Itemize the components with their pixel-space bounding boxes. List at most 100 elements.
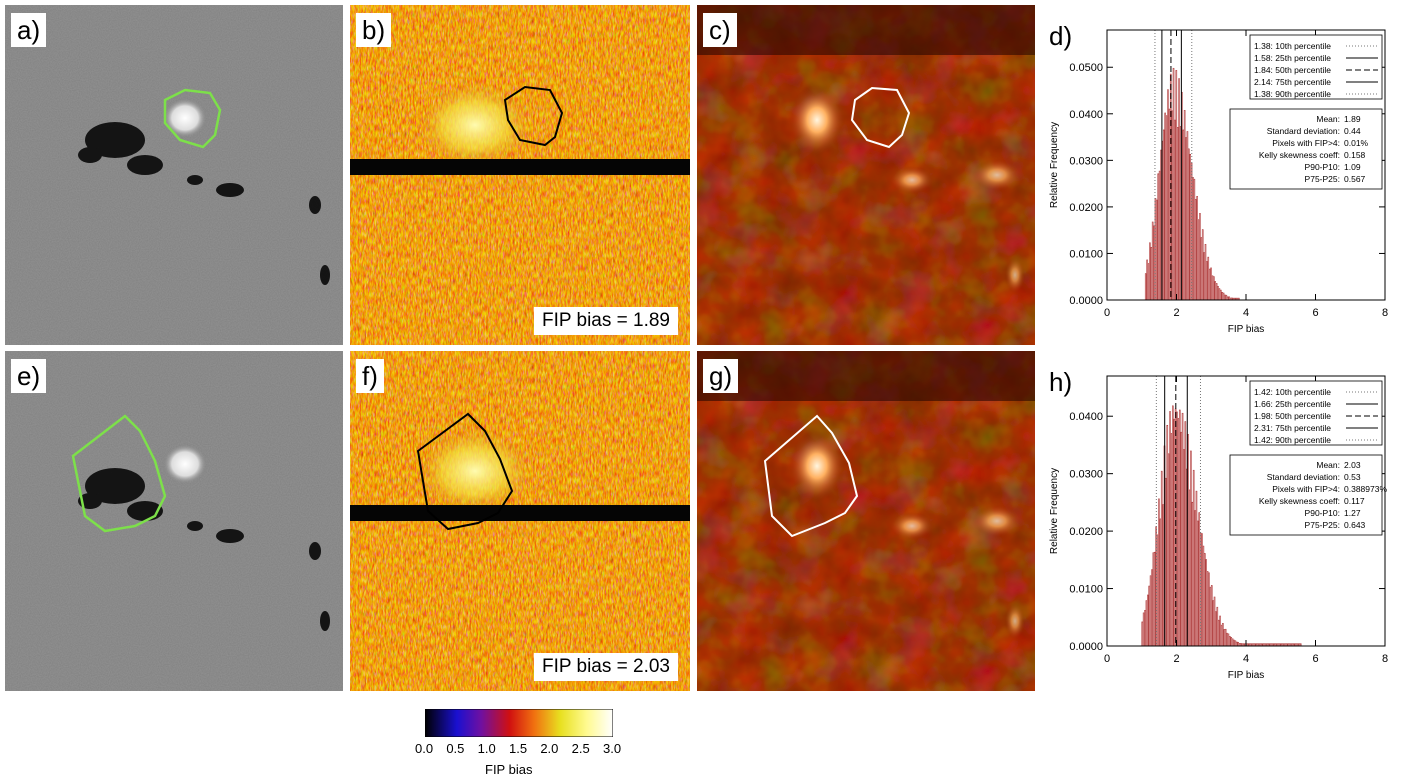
colorbar-tick-label: 3.0 bbox=[603, 741, 622, 756]
histogram-bar bbox=[1175, 70, 1178, 301]
histogram-bar bbox=[1167, 89, 1169, 301]
stat-label: Mean: bbox=[1316, 114, 1340, 124]
histogram-bar bbox=[1221, 292, 1223, 301]
histogram-bar bbox=[1215, 283, 1218, 301]
histogram-bar bbox=[1213, 596, 1216, 647]
x-tick-label: 4 bbox=[1243, 307, 1249, 319]
histogram-bar bbox=[1222, 292, 1225, 301]
histogram-bar bbox=[1188, 489, 1191, 647]
histogram-bar bbox=[1213, 276, 1215, 301]
y-tick-label: 0.0300 bbox=[1069, 155, 1103, 167]
histogram-bar bbox=[1158, 170, 1161, 301]
histogram-bar bbox=[1156, 199, 1158, 301]
panel-label: a) bbox=[11, 13, 47, 47]
histogram-bar bbox=[1203, 252, 1205, 301]
histogram-bar bbox=[1229, 635, 1231, 647]
x-tick-label: 8 bbox=[1382, 653, 1388, 665]
panel-label: f) bbox=[356, 359, 384, 393]
stat-value: 0.44 bbox=[1344, 126, 1361, 136]
region-contour bbox=[850, 86, 911, 149]
histogram-bar bbox=[1179, 126, 1182, 301]
histogram-chart: 0 2 4 6 8 0.0000 0.0100 0.0200 0.0300 0.0400 FIP b… bbox=[1049, 367, 1388, 681]
histogram-bar bbox=[1198, 512, 1201, 647]
histogram-bar bbox=[1180, 431, 1182, 647]
stat-value: 0.158 bbox=[1344, 150, 1366, 160]
histogram-bar bbox=[1162, 504, 1164, 647]
histogram-bar bbox=[1204, 243, 1207, 301]
histogram-bar bbox=[1218, 288, 1221, 301]
fip-map-panel-f: f) FIP bias = 2.03 bbox=[350, 351, 690, 691]
region-contour bbox=[416, 412, 514, 531]
histogram-bar bbox=[1196, 195, 1198, 301]
histogram-bar bbox=[1231, 638, 1234, 647]
panel-label: e) bbox=[11, 359, 47, 393]
histogram-bar bbox=[1224, 294, 1226, 301]
histogram-bar bbox=[1171, 110, 1173, 301]
histogram-bar bbox=[1149, 242, 1151, 301]
histogram-bar bbox=[1208, 268, 1211, 301]
histogram-bar bbox=[1173, 418, 1176, 647]
histogram-bar bbox=[1207, 256, 1210, 301]
histogram-bar bbox=[1149, 575, 1152, 647]
histogram-bar bbox=[1152, 552, 1155, 647]
histogram-bar bbox=[1190, 450, 1192, 647]
x-tick-label: 4 bbox=[1243, 653, 1249, 665]
stat-label: P90-P10: bbox=[1305, 162, 1340, 172]
histogram-bar bbox=[1172, 405, 1174, 647]
histogram-bar bbox=[1223, 629, 1226, 647]
histogram-bar bbox=[1166, 424, 1169, 647]
histogram-bar bbox=[1181, 412, 1184, 647]
stat-label: P75-P25: bbox=[1305, 174, 1340, 184]
magnetogram-panel-e: e) bbox=[5, 351, 343, 691]
histogram-bar bbox=[1209, 586, 1212, 647]
histogram-bar bbox=[1151, 569, 1153, 647]
stat-label: Pixels with FIP>4: bbox=[1272, 484, 1340, 494]
colorbar-tick-label: 1.5 bbox=[509, 741, 528, 756]
legend-entry: 2.14: 75th percentile bbox=[1254, 77, 1331, 87]
y-tick-label: 0.0100 bbox=[1069, 248, 1103, 260]
x-axis-label: FIP bias bbox=[1228, 670, 1265, 681]
histogram-bar bbox=[1165, 115, 1168, 301]
stat-value: 1.27 bbox=[1344, 508, 1361, 518]
histogram-bar bbox=[1153, 225, 1155, 301]
stat-value: 1.09 bbox=[1344, 162, 1361, 172]
stat-value: 0.01% bbox=[1344, 138, 1369, 148]
histogram-bar bbox=[1142, 612, 1145, 647]
histogram-bar bbox=[1168, 108, 1171, 301]
histogram-bar bbox=[1237, 641, 1239, 647]
histogram-bar bbox=[1183, 449, 1185, 647]
histogram-bar bbox=[1206, 261, 1208, 301]
histogram-bar bbox=[1233, 639, 1235, 647]
histogram-bar bbox=[1146, 259, 1148, 301]
colorbar-tick-label: 0.0 bbox=[415, 741, 434, 756]
x-tick-label: 0 bbox=[1104, 307, 1110, 319]
histogram-bar bbox=[1144, 273, 1147, 301]
stat-value: 0.388973% bbox=[1344, 484, 1387, 494]
histogram-bar bbox=[1212, 600, 1214, 647]
histogram-bar bbox=[1225, 294, 1228, 301]
stats-box bbox=[1229, 454, 1383, 536]
histogram-bar bbox=[1205, 559, 1207, 647]
panel-label: d) bbox=[1049, 21, 1072, 51]
colorbar-tick-label: 0.5 bbox=[446, 741, 465, 756]
histogram-bar bbox=[1222, 623, 1224, 647]
histogram-bar bbox=[1151, 221, 1154, 301]
stat-label: Kelly skewness coeff: bbox=[1259, 496, 1340, 506]
legend-entry: 1.38: 90th percentile bbox=[1254, 89, 1331, 99]
fip-bias-value: FIP bias = 1.89 bbox=[534, 307, 678, 335]
fip-map-image bbox=[350, 351, 690, 691]
colorbar-tick-label: 1.0 bbox=[477, 741, 496, 756]
histogram-bar bbox=[1227, 633, 1230, 647]
magnetogram-image bbox=[5, 5, 343, 345]
legend-entry: 1.42: 90th percentile bbox=[1254, 435, 1331, 445]
histogram-bar bbox=[1217, 285, 1219, 301]
fip-map-image bbox=[350, 5, 690, 345]
histogram-bar bbox=[1167, 453, 1170, 647]
region-contour bbox=[763, 414, 859, 538]
colorbar-title: FIP bias bbox=[485, 762, 533, 777]
colorbar-tick-label: 2.0 bbox=[540, 741, 559, 756]
histogram-bar bbox=[1204, 553, 1206, 647]
histogram-bar bbox=[1234, 640, 1237, 647]
histogram-bar bbox=[1210, 267, 1212, 301]
magnetogram-image bbox=[5, 351, 343, 691]
